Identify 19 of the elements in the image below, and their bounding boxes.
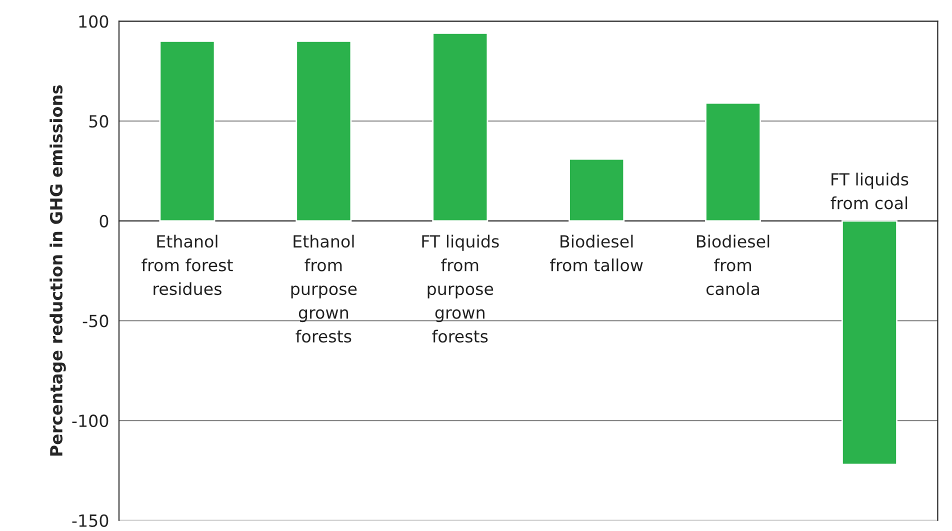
y-tick-label: -50 xyxy=(82,314,108,328)
bar xyxy=(432,32,488,222)
x-tick-label: FT liquids from coal xyxy=(830,172,908,210)
bar xyxy=(296,40,352,222)
y-tick-label: 100 xyxy=(79,15,108,28)
bar xyxy=(705,102,762,222)
x-tick-label: Biodiesel from tallow xyxy=(550,234,643,272)
y-tick-label: 0 xyxy=(100,214,108,228)
y-tick-label: -150 xyxy=(72,514,108,527)
x-tick-label: Ethanol from forest residues xyxy=(142,234,233,296)
y-axis-title: Percentage reduction in GHG emissions xyxy=(50,85,66,456)
bar xyxy=(568,158,625,222)
bar xyxy=(842,220,898,466)
x-tick-label: Biodiesel from canola xyxy=(697,234,770,296)
bar xyxy=(159,40,216,222)
x-tick-label: Ethanol from purpose grown forests xyxy=(291,234,357,343)
y-tick-label: 50 xyxy=(89,115,108,128)
x-tick-label: FT liquids from purpose grown forests xyxy=(422,234,499,343)
y-tick-label: -100 xyxy=(72,414,108,428)
